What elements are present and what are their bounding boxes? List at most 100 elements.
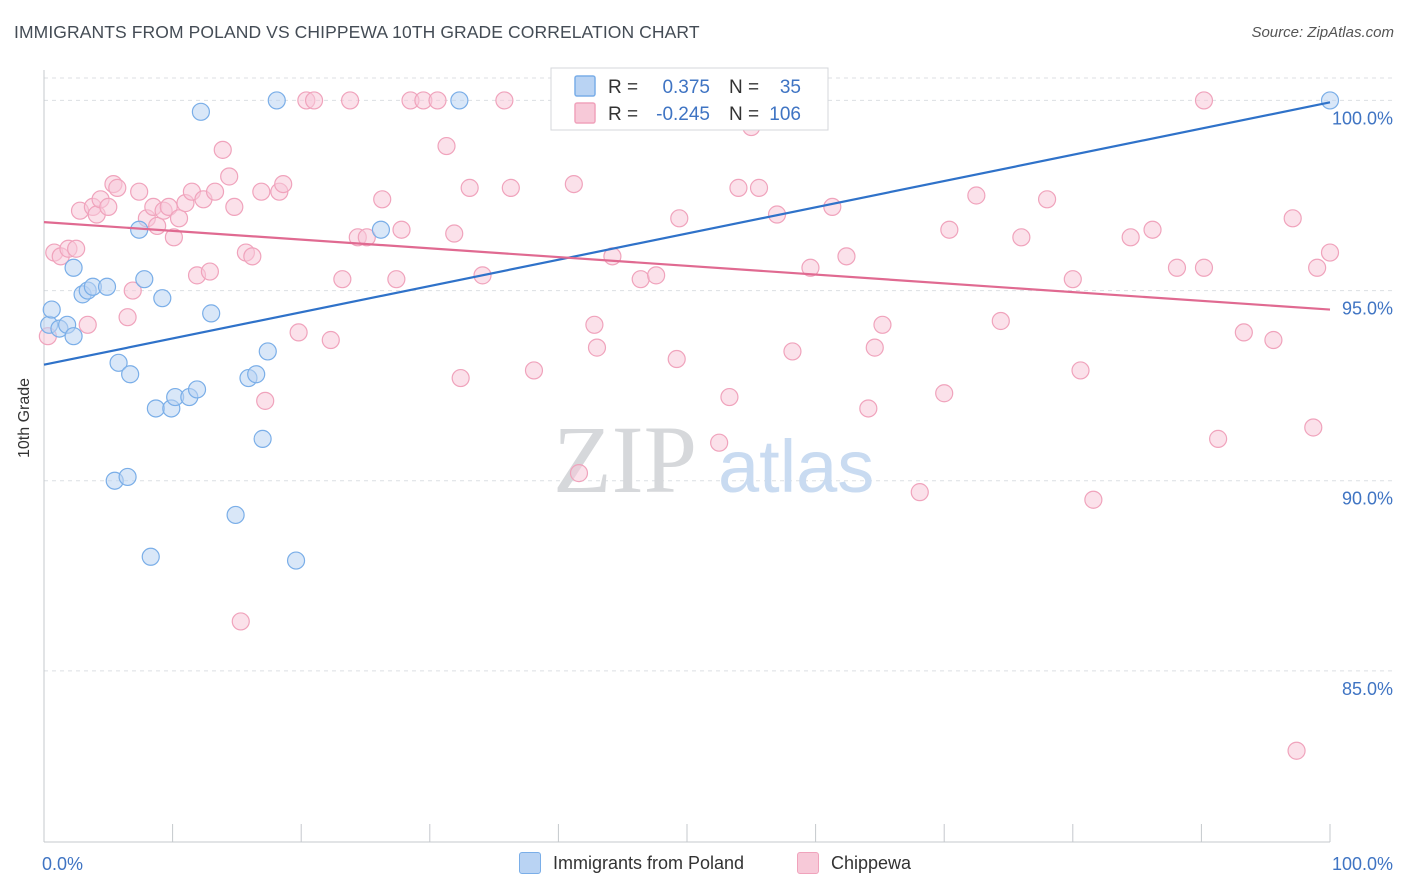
watermark-zip: ZIP <box>553 406 697 513</box>
poland-point-9 <box>97 277 117 296</box>
poland-points <box>40 91 1340 570</box>
chippewa-point-71 <box>720 387 739 407</box>
poland-point-4 <box>64 327 83 346</box>
chippewa-point-85 <box>940 220 959 239</box>
chippewa-point-97 <box>1209 429 1228 448</box>
stats-swatch-0 <box>574 75 596 97</box>
stats-n-label-1: N = <box>729 104 759 125</box>
legend-swatch-chippewa <box>797 852 819 874</box>
chippewa-point-63 <box>585 315 604 334</box>
chippewa-point-95 <box>1167 258 1187 277</box>
chippewa-point-90 <box>1063 270 1082 289</box>
poland-point-34 <box>1320 91 1340 110</box>
poland-trend-line <box>43 101 1331 366</box>
chippewa-point-105 <box>1194 91 1214 110</box>
chippewa-point-21 <box>164 228 183 247</box>
x-tick-label-1: 100.0% <box>1332 854 1393 874</box>
chippewa-point-6 <box>78 315 97 334</box>
chippewa-point-15 <box>130 182 149 201</box>
chippewa-point-52 <box>428 91 447 110</box>
chippewa-point-42 <box>321 330 340 350</box>
chippewa-point-89 <box>1037 190 1057 209</box>
chippewa-point-101 <box>1308 258 1327 277</box>
chippewa-point-96 <box>1194 258 1214 277</box>
chippewa-point-30 <box>220 167 239 186</box>
chippewa-point-74 <box>749 178 769 197</box>
x-tick-label-0: 0.0% <box>42 854 83 874</box>
poland-point-18 <box>153 289 172 308</box>
poland-point-5 <box>64 258 83 277</box>
chippewa-point-66 <box>631 270 650 289</box>
stats-r-value-1: -0.245 <box>656 104 710 125</box>
chippewa-point-58 <box>495 91 514 110</box>
chippewa-point-54 <box>445 224 464 243</box>
chippewa-point-59 <box>501 178 520 197</box>
chippewa-point-39 <box>289 323 308 342</box>
chippewa-point-48 <box>387 270 406 289</box>
poland-point-1 <box>42 300 61 319</box>
chippewa-point-87 <box>991 311 1010 331</box>
legend-label-poland: Immigrants from Poland <box>553 852 745 873</box>
poland-point-12 <box>118 467 137 487</box>
chippewa-point-55 <box>451 368 470 388</box>
chippewa-points <box>38 91 1340 760</box>
poland-point-11 <box>109 353 128 372</box>
chippewa-point-27 <box>200 262 219 281</box>
chippewa-point-79 <box>837 247 856 266</box>
chippewa-point-32 <box>231 612 250 631</box>
watermark: ZIP atlas <box>553 406 874 513</box>
chippewa-point-92 <box>1084 490 1103 509</box>
y-tick-label-2: 95.0% <box>1342 299 1393 319</box>
stats-n-value-1: 106 <box>769 104 801 125</box>
chippewa-point-35 <box>252 182 271 201</box>
chippewa-point-36 <box>256 391 275 410</box>
chippewa-point-14 <box>123 281 142 300</box>
chippewa-point-61 <box>564 174 583 194</box>
chippewa-point-64 <box>587 338 607 357</box>
chippewa-point-22 <box>169 209 189 228</box>
x-tick-labels: 0.0% 100.0% <box>42 854 1393 874</box>
poland-point-15 <box>135 270 154 289</box>
trend-lines <box>43 101 1331 366</box>
chippewa-trend-line <box>43 221 1331 311</box>
chippewa-point-60 <box>524 361 544 380</box>
chippewa-point-44 <box>340 91 360 110</box>
stats-r-label-1: R = <box>608 104 638 125</box>
chippewa-point-47 <box>373 190 392 209</box>
poland-point-13 <box>121 365 140 384</box>
chippewa-point-78 <box>823 197 842 217</box>
poland-point-25 <box>226 505 245 525</box>
chippewa-point-103 <box>1287 741 1306 760</box>
chippewa-point-10 <box>99 197 118 217</box>
stats-n-value-0: 35 <box>780 77 801 98</box>
chippewa-point-49 <box>392 220 411 239</box>
chippewa-point-84 <box>935 384 954 403</box>
chippewa-point-28 <box>205 182 225 201</box>
chippewa-point-70 <box>710 433 729 452</box>
chippewa-point-81 <box>865 338 884 357</box>
legend-label-chippewa: Chippewa <box>831 852 912 873</box>
poland-point-23 <box>191 102 210 121</box>
chippewa-point-99 <box>1264 330 1283 350</box>
y-tick-labels: 85.0% 90.0% 95.0% 100.0% <box>1332 108 1393 698</box>
chippewa-point-31 <box>225 197 244 217</box>
poland-point-27 <box>247 365 266 384</box>
legend-swatch-poland <box>519 852 541 874</box>
legend-item-poland: Immigrants from Poland <box>519 852 744 874</box>
stats-swatch-1 <box>574 102 596 124</box>
stats-n-label-0: N = <box>729 77 759 98</box>
chippewa-point-82 <box>873 315 892 334</box>
chippewa-point-67 <box>647 266 666 285</box>
legend-item-chippewa: Chippewa <box>797 852 911 874</box>
chippewa-point-4 <box>67 239 86 258</box>
stats-r-value-0: 0.375 <box>662 77 710 98</box>
chippewa-point-69 <box>670 209 689 228</box>
y-tick-label-3: 100.0% <box>1332 108 1393 128</box>
chippewa-point-72 <box>729 178 748 197</box>
poland-point-24 <box>202 304 221 323</box>
poland-point-33 <box>450 91 469 110</box>
chippewa-point-62 <box>569 464 589 483</box>
chippewa-point-76 <box>783 342 802 361</box>
axes <box>43 70 1331 843</box>
chippewa-point-83 <box>910 483 929 502</box>
